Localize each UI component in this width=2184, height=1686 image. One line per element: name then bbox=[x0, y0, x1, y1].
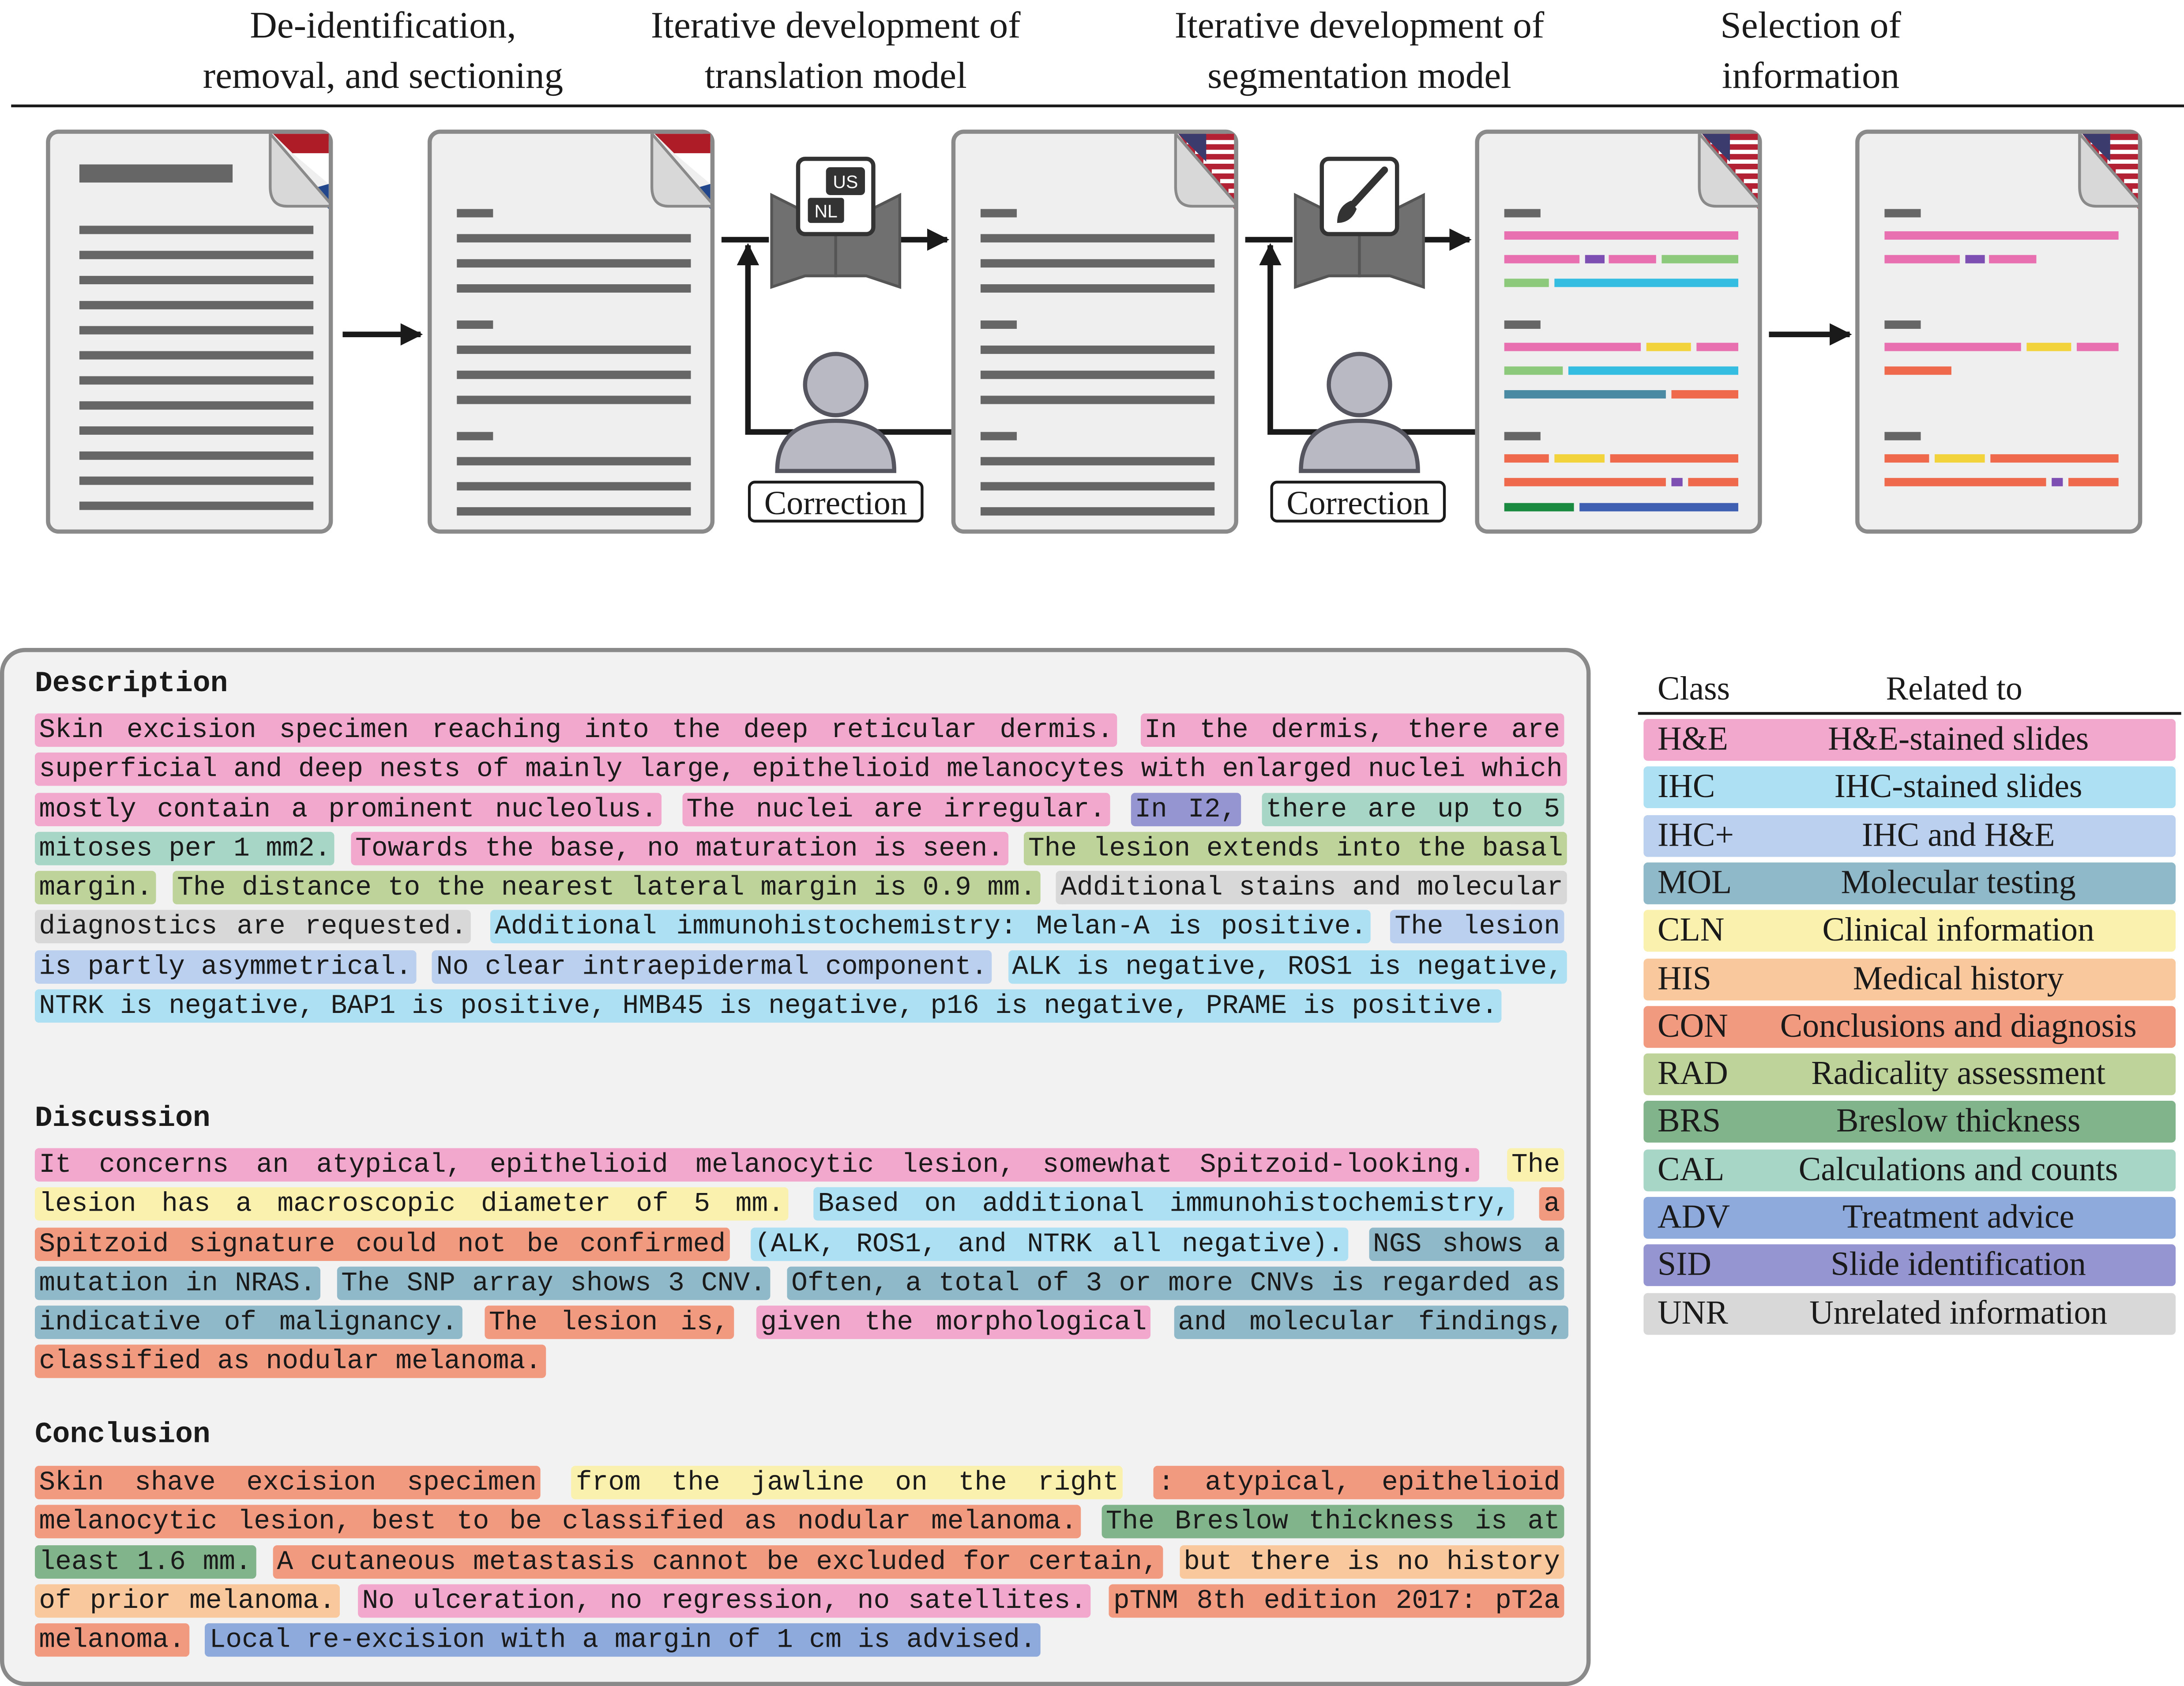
document-original bbox=[46, 129, 333, 534]
segment-con: The lesion is, bbox=[485, 1306, 733, 1340]
segment-ihcp: No clear intraepidermal component. bbox=[432, 950, 992, 984]
segment-adv: Local re-excision with a margin of 1 cm … bbox=[205, 1623, 1041, 1657]
legend-code: IHC bbox=[1657, 769, 1715, 806]
segment-he: It concerns an atypical, epithelioid mel… bbox=[34, 1148, 1480, 1182]
document-translated bbox=[951, 129, 1238, 534]
legend-code: HIS bbox=[1657, 960, 1711, 997]
segment-mol: and molecular findings, bbox=[1173, 1306, 1568, 1340]
example-report-panel: Description Skin excision specimen reach… bbox=[0, 648, 1591, 1686]
document-segmented bbox=[1475, 129, 1762, 534]
legend-description: Clinical information bbox=[1822, 913, 2094, 949]
legend-description: Molecular testing bbox=[1841, 865, 2076, 902]
legend-row-mol: MOL Molecular testing bbox=[1643, 862, 2176, 904]
segment-he: No ulceration, no regression, no satelli… bbox=[358, 1584, 1091, 1618]
segment-cln: from the jawline on the right bbox=[571, 1466, 1123, 1499]
pipeline-connectors bbox=[342, 228, 1852, 435]
legend-row-he: H&E H&E-stained slides bbox=[1643, 719, 2176, 761]
segment-ihc: Additional immunohistochemistry: Melan-A… bbox=[490, 911, 1371, 944]
legend-row-ihcp: IHC+ IHC and H&E bbox=[1643, 814, 2176, 857]
segment-ihc: Based on additional immunohistochemistry… bbox=[813, 1187, 1515, 1221]
segment-he: The nuclei are irregular. bbox=[682, 792, 1110, 826]
header-divider bbox=[11, 104, 2184, 108]
translation-model-icon: US NL bbox=[770, 157, 902, 289]
legend-code: CLN bbox=[1657, 913, 1725, 949]
correction-label-segmentation: Correction bbox=[1270, 481, 1446, 523]
section-text-description: Skin excision specimen reaching into the… bbox=[34, 711, 1568, 1026]
legend-code: SID bbox=[1657, 1247, 1711, 1284]
legend-description: IHC and H&E bbox=[1861, 817, 2055, 854]
segment-con: classified as nodular melanoma. bbox=[34, 1345, 546, 1379]
legend-code: UNR bbox=[1657, 1295, 1728, 1332]
legend-description: Conclusions and diagnosis bbox=[1780, 1009, 2137, 1045]
person-icon bbox=[1299, 352, 1420, 473]
legend-row-adv: ADV Treatment advice bbox=[1643, 1197, 2176, 1239]
legend-code: MOL bbox=[1657, 865, 1732, 902]
legend-code: H&E bbox=[1657, 722, 1728, 758]
us-badge: US bbox=[833, 172, 858, 192]
legend-header-related: Related to bbox=[1886, 671, 2022, 708]
document-sectioned bbox=[427, 129, 715, 534]
stage-title-segmentation: Iterative development of segmentation mo… bbox=[1174, 4, 1545, 96]
legend-description: Medical history bbox=[1853, 960, 2064, 997]
page-fold-icon bbox=[1698, 134, 1758, 208]
legend-code: RAD bbox=[1657, 1056, 1728, 1093]
paintbrush-icon bbox=[1337, 166, 1388, 223]
legend-description: Unrelated information bbox=[1809, 1295, 2108, 1332]
document-selected bbox=[1855, 129, 2143, 534]
segment-con: Skin shave excision specimen bbox=[34, 1466, 541, 1499]
legend-description: IHC-stained slides bbox=[1834, 769, 2083, 806]
segmentation-model-icon bbox=[1294, 157, 1425, 289]
legend-row-cal: CAL Calculations and counts bbox=[1643, 1149, 2176, 1191]
correction-label-translation: Correction bbox=[748, 481, 924, 523]
section-title-conclusion: Conclusion bbox=[34, 1419, 211, 1452]
segment-rad: The distance to the nearest lateral marg… bbox=[173, 871, 1041, 905]
section-text-discussion: It concerns an atypical, epithelioid mel… bbox=[34, 1145, 1568, 1382]
legend-code: CON bbox=[1657, 1009, 1728, 1045]
legend-row-ihc: IHC IHC-stained slides bbox=[1643, 767, 2176, 809]
legend-description: Radicality assessment bbox=[1811, 1056, 2106, 1093]
legend-header-class: Class bbox=[1657, 671, 1730, 708]
legend-header-divider bbox=[1638, 712, 2181, 715]
nl-badge: NL bbox=[814, 201, 837, 221]
legend-description: Calculations and counts bbox=[1798, 1152, 2118, 1188]
segment-ihc: (ALK, ROS1, and NTRK all negative). bbox=[750, 1227, 1348, 1261]
feedback-translation bbox=[737, 243, 951, 435]
section-title-description: Description bbox=[34, 669, 228, 701]
legend-description: Treatment advice bbox=[1842, 1200, 2075, 1236]
segment-he: Towards the base, no maturation is seen. bbox=[351, 832, 1008, 866]
section-title-discussion: Discussion bbox=[34, 1103, 211, 1136]
segment-mol: The SNP array shows 3 CNV. bbox=[337, 1266, 771, 1300]
stage-title-translation: Iterative development of translation mod… bbox=[650, 4, 1021, 96]
legend-description: H&E-stained slides bbox=[1828, 722, 2089, 758]
legend-code: CAL bbox=[1657, 1152, 1725, 1188]
segment-con: A cutaneous metastasis cannot be exclude… bbox=[272, 1544, 1163, 1578]
page-fold-icon bbox=[1174, 134, 1234, 208]
legend-row-unr: UNR Unrelated information bbox=[1643, 1292, 2176, 1335]
stage-title-deidentification: De-identification, removal, and sectioni… bbox=[203, 4, 564, 96]
segment-he: Skin excision specimen reaching into the… bbox=[34, 713, 1118, 747]
page-fold-icon bbox=[2078, 134, 2138, 208]
legend-code: BRS bbox=[1657, 1104, 1721, 1140]
legend-code: IHC+ bbox=[1657, 817, 1734, 854]
legend-code: ADV bbox=[1657, 1200, 1730, 1236]
legend-row-rad: RAD Radicality assessment bbox=[1643, 1053, 2176, 1095]
legend-row-brs: BRS Breslow thickness bbox=[1643, 1101, 2176, 1143]
person-icon bbox=[775, 352, 897, 473]
stage-title-selection: Selection of information bbox=[1720, 4, 1901, 96]
section-text-conclusion: Skin shave excision specimen from the ja… bbox=[34, 1463, 1564, 1660]
legend-description: Breslow thickness bbox=[1836, 1104, 2081, 1140]
legend-row-cln: CLN Clinical information bbox=[1643, 910, 2176, 952]
legend-row-con: CON Conclusions and diagnosis bbox=[1643, 1005, 2176, 1048]
page-fold-icon bbox=[650, 134, 710, 208]
segment-he: given the morphological bbox=[756, 1306, 1151, 1340]
legend-row-sid: SID Slide identification bbox=[1643, 1245, 2176, 1287]
legend-description: Slide identification bbox=[1831, 1247, 2086, 1284]
segment-sid: In I2, bbox=[1130, 792, 1241, 826]
page-fold-icon bbox=[269, 134, 329, 208]
feedback-segmentation bbox=[1259, 243, 1475, 435]
legend-row-his: HIS Medical history bbox=[1643, 958, 2176, 1000]
